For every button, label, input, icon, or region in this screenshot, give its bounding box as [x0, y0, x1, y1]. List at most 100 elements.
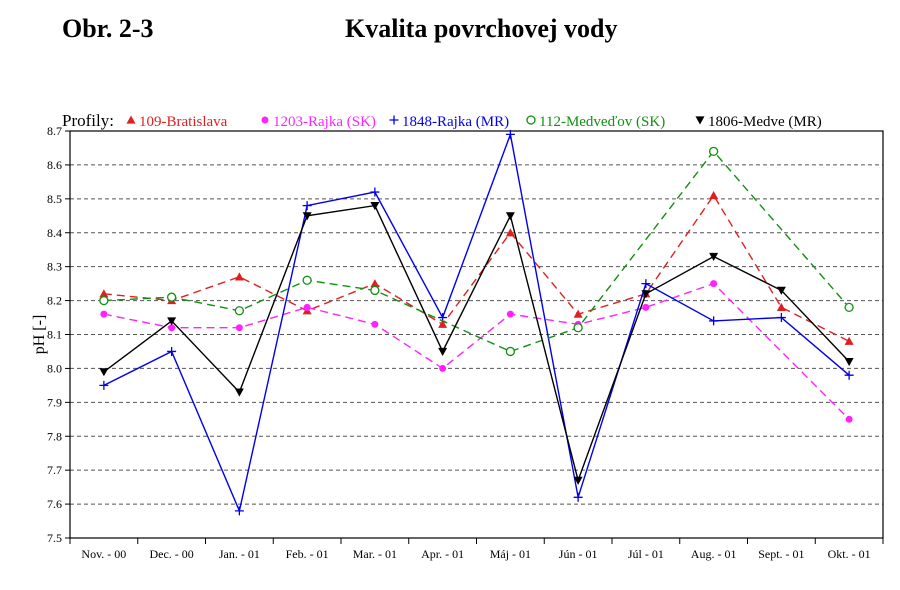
legend-title: Profily:: [62, 111, 114, 130]
data-point: [167, 346, 177, 356]
legend-label: 1203-Rajka (SK): [273, 114, 376, 130]
data-point: [573, 323, 583, 333]
data-point: [573, 309, 583, 318]
data-point: [573, 476, 583, 485]
data-point: [506, 310, 514, 318]
series-5: [99, 202, 854, 485]
y-tick-label: 8.3: [47, 260, 62, 274]
data-point: [234, 306, 245, 316]
data-point: [845, 415, 853, 423]
data-point: [302, 201, 312, 211]
data-point: [438, 319, 448, 328]
series-line: [103, 131, 850, 514]
y-tick-label: 8.4: [47, 226, 62, 240]
data-point: [505, 129, 515, 139]
series-line: [103, 194, 850, 342]
legend-item-2: 1203-Rajka (SK): [261, 114, 376, 130]
data-point: [234, 272, 244, 281]
data-point: [166, 292, 177, 302]
data-point: [302, 275, 312, 285]
data-point: [235, 324, 243, 332]
data-point: [99, 368, 109, 377]
data-point: [709, 190, 719, 200]
data-point: [370, 187, 380, 197]
data-point: [370, 285, 380, 296]
x-tick-label: Aug. - 01: [691, 547, 737, 561]
series-1: [99, 190, 854, 345]
data-point: [641, 290, 651, 299]
data-point: [99, 380, 109, 390]
y-tick-label: 8.5: [47, 192, 62, 206]
y-tick-label: 8.0: [47, 361, 62, 375]
data-point: [776, 313, 786, 323]
y-tick-label: 7.6: [47, 497, 62, 511]
y-tick-label: 8.7: [47, 124, 62, 138]
data-point: [709, 316, 719, 326]
legend-item-4: 112-Medveďov (SK): [526, 114, 665, 130]
x-tick-label: Jún - 01: [559, 547, 598, 561]
legend-marker: [261, 116, 269, 124]
data-point: [100, 310, 108, 318]
x-tick-label: Mar. - 01: [353, 547, 397, 561]
y-tick-label: 7.7: [47, 463, 62, 477]
data-point: [708, 146, 719, 157]
x-tick-label: Nov. - 00: [81, 547, 126, 561]
legend-label: 109-Bratislava: [139, 114, 228, 130]
data-point: [505, 228, 515, 237]
figure-number: Obr. 2-3: [62, 14, 154, 43]
data-point: [844, 336, 854, 345]
data-point: [709, 252, 719, 261]
x-tick-label: Jan. - 01: [219, 547, 260, 561]
y-tick-label: 8.2: [47, 294, 62, 308]
data-point: [234, 388, 244, 397]
legend-marker: [526, 115, 536, 125]
data-point: [168, 324, 176, 332]
y-axis-label: pH [-]: [31, 315, 48, 355]
legend-item-1: 109-Bratislava: [126, 114, 228, 130]
legend-label: 112-Medveďov (SK): [539, 114, 665, 130]
data-point: [439, 364, 447, 372]
series-line: [103, 282, 850, 420]
data-point: [844, 370, 854, 380]
series-2: [100, 280, 853, 423]
y-tick-label: 7.8: [47, 429, 62, 443]
data-point: [438, 347, 448, 356]
data-point: [302, 212, 312, 221]
data-point: [371, 320, 379, 328]
data-point: [641, 279, 651, 289]
data-point: [167, 317, 177, 326]
data-point: [370, 202, 380, 211]
data-point: [844, 302, 854, 313]
data-point: [776, 286, 786, 295]
series-3: [99, 129, 854, 516]
y-tick-label: 8.6: [47, 158, 62, 172]
data-point: [99, 289, 109, 298]
data-point: [370, 279, 380, 288]
x-tick-label: Dec. - 00: [149, 547, 193, 561]
legend-marker: [126, 115, 136, 124]
x-tick-label: Feb. - 01: [286, 547, 329, 561]
legend-marker: [695, 116, 705, 125]
data-point: [844, 358, 854, 367]
x-tick-label: Okt. - 01: [828, 547, 871, 561]
data-point: [303, 303, 311, 311]
legend-item-5: 1806-Medve (MR): [695, 114, 822, 130]
y-tick-label: 7.5: [47, 531, 62, 545]
chart-title: Kvalita povrchovej vody: [345, 14, 618, 43]
data-point: [505, 346, 516, 357]
x-tick-label: Sept. - 01: [758, 547, 804, 561]
data-point: [710, 280, 718, 288]
data-point: [573, 492, 583, 502]
legend: Profily: 109-Bratislava 1203-Rajka (SK) 184…: [62, 111, 822, 130]
data-point: [234, 506, 244, 516]
legend-label: 1848-Rajka (MR): [402, 114, 509, 130]
data-point: [642, 303, 650, 311]
x-tick-label: Apr. - 01: [421, 547, 464, 561]
series-line: [103, 150, 850, 353]
x-tick-label: Júl - 01: [628, 547, 664, 561]
data-point: [505, 212, 515, 221]
data-point: [776, 302, 786, 311]
legend-marker: [389, 115, 399, 125]
y-tick-label: 7.9: [47, 395, 62, 409]
